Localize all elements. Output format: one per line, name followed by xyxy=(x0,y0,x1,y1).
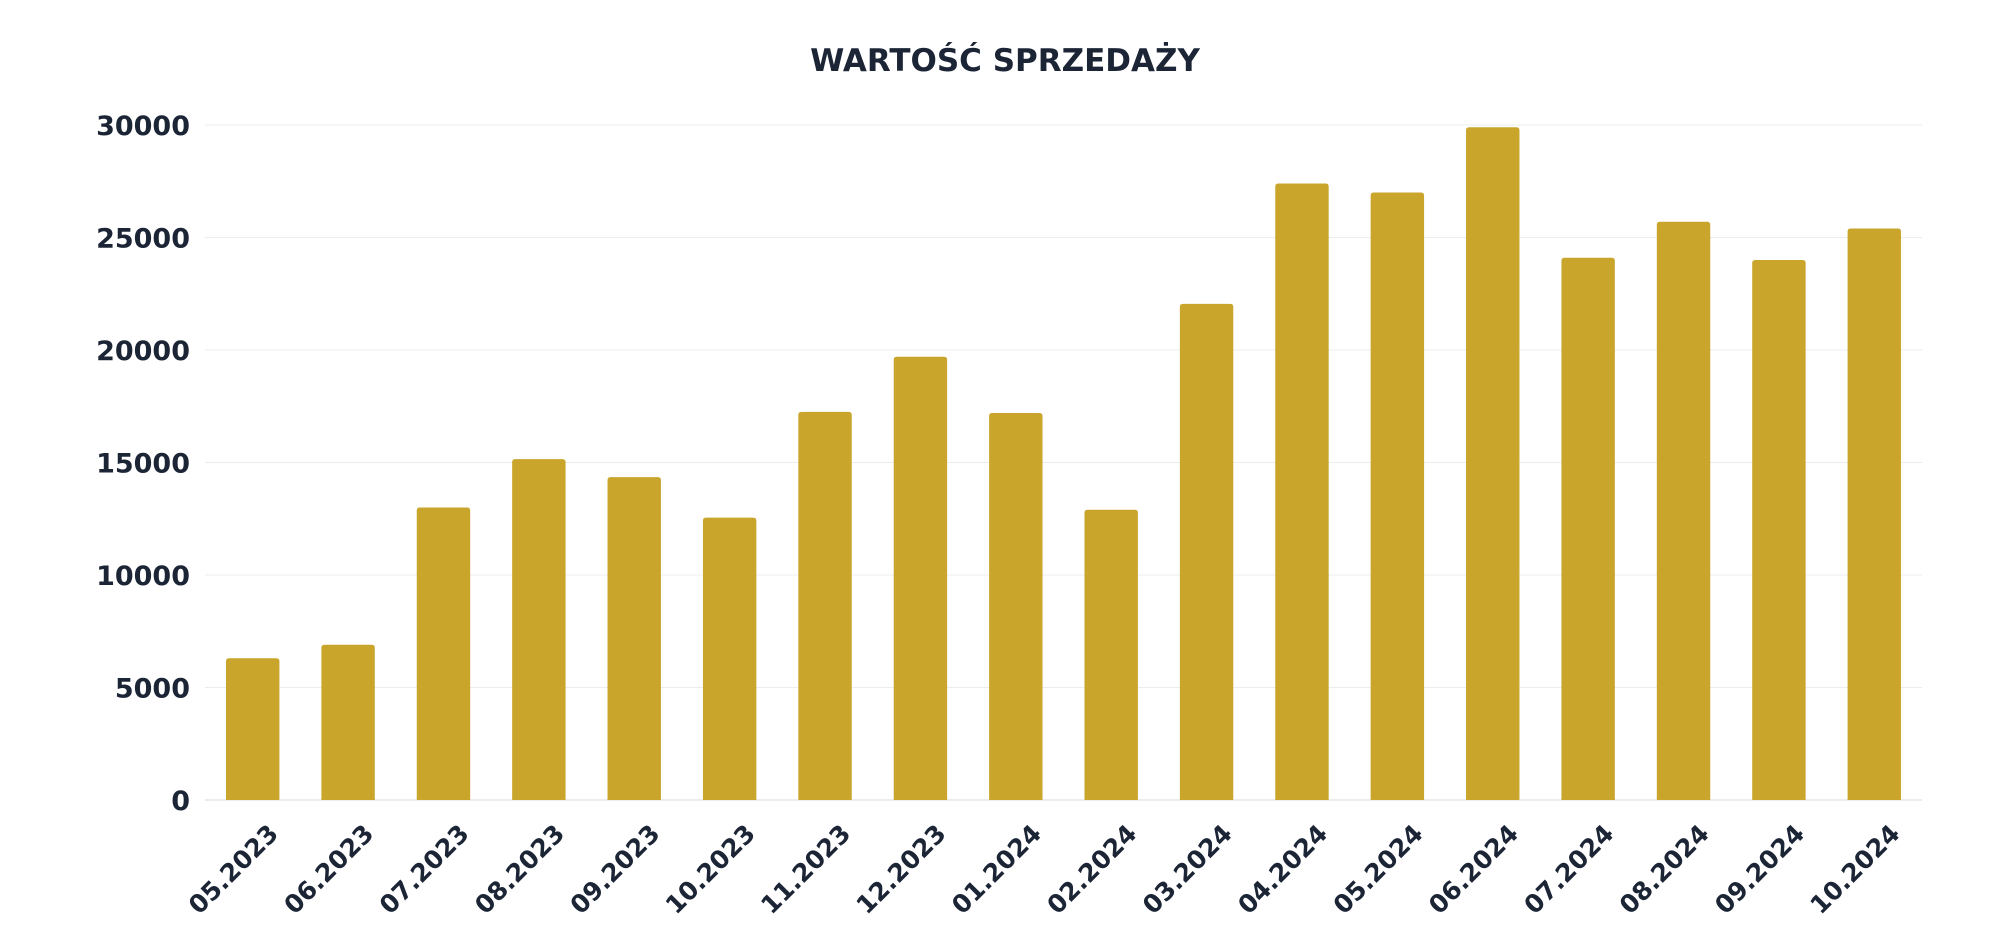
bar-08.2024 xyxy=(1656,221,1711,800)
bar-09.2023 xyxy=(607,477,661,800)
x-tick-label: 11.2023 xyxy=(755,819,856,920)
x-tick-label: 10.2023 xyxy=(660,819,761,920)
bar-10.2023 xyxy=(702,517,757,800)
x-tick-label: 06.2023 xyxy=(278,819,379,920)
bar-12.2023 xyxy=(893,356,948,800)
x-tick-label: 02.2024 xyxy=(1041,819,1142,920)
x-tick-label: 04.2024 xyxy=(1232,819,1333,920)
bar-09.2024 xyxy=(1752,260,1806,800)
bar-03.2024 xyxy=(1179,303,1234,800)
bar-05.2024 xyxy=(1370,192,1425,800)
bars xyxy=(225,127,1902,800)
x-tick-label: 05.2024 xyxy=(1328,819,1429,920)
y-tick-label: 25000 xyxy=(96,224,190,255)
x-tick-label: 12.2023 xyxy=(851,819,952,920)
bar-06.2024 xyxy=(1466,127,1520,800)
x-tick-label: 01.2024 xyxy=(946,819,1047,920)
y-tick-label: 5000 xyxy=(115,674,190,705)
bar-11.2023 xyxy=(798,411,852,800)
x-tick-label: 10.2024 xyxy=(1805,819,1906,920)
x-tick-label: 06.2024 xyxy=(1423,819,1524,920)
bar-04.2024 xyxy=(1275,183,1329,800)
x-tick-label: 05.2023 xyxy=(183,819,284,920)
bar-06.2023 xyxy=(321,644,375,800)
x-tick-label: 07.2023 xyxy=(374,819,475,920)
chart-title: WARTOŚĆ SPRZEDAŻY xyxy=(810,42,1200,79)
bar-07.2024 xyxy=(1561,257,1615,800)
bar-07.2023 xyxy=(416,507,471,800)
y-tick-label: 30000 xyxy=(96,111,190,142)
x-tick-label: 08.2024 xyxy=(1614,819,1715,920)
bar-08.2023 xyxy=(512,459,566,800)
y-tick-label: 20000 xyxy=(96,336,190,367)
bar-05.2023 xyxy=(225,658,280,800)
x-tick-label: 09.2024 xyxy=(1709,819,1810,920)
grid-lines xyxy=(205,124,1922,801)
x-tick-label: 09.2023 xyxy=(564,819,665,920)
bar-02.2024 xyxy=(1084,509,1138,800)
y-tick-label: 0 xyxy=(171,786,190,817)
x-tick-label: 08.2023 xyxy=(469,819,570,920)
y-tick-label: 15000 xyxy=(96,449,190,480)
y-axis: 0 5000 10000 15000 20000 25000 30000 xyxy=(96,111,190,817)
x-tick-label: 07.2024 xyxy=(1518,819,1619,920)
x-axis: 05.202306.202307.202308.202309.202310.20… xyxy=(183,819,1906,920)
x-tick-label: 03.2024 xyxy=(1137,819,1238,920)
y-tick-label: 10000 xyxy=(96,561,190,592)
bar-10.2024 xyxy=(1847,228,1902,800)
bar-01.2024 xyxy=(989,413,1043,800)
